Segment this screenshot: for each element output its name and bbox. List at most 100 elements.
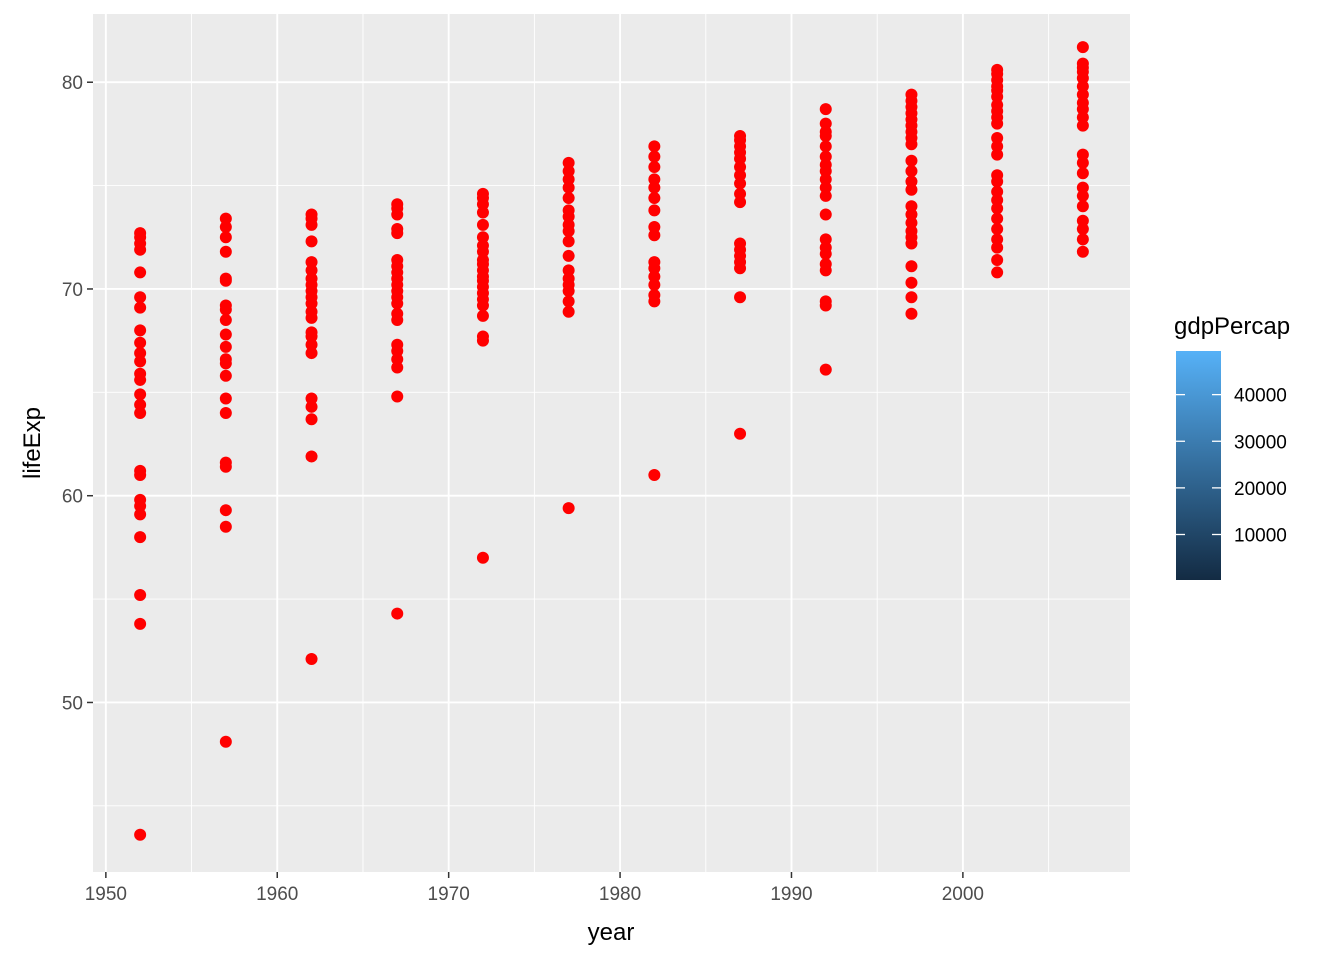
data-point <box>219 504 232 517</box>
data-point <box>562 165 575 178</box>
data-point <box>648 270 661 283</box>
data-point <box>734 129 747 142</box>
x-tick-label: 2000 <box>942 884 984 905</box>
data-point <box>134 266 147 279</box>
y-tick-label: 50 <box>62 693 83 714</box>
data-point <box>734 187 747 200</box>
data-point <box>134 336 147 349</box>
data-point <box>905 200 918 213</box>
data-point <box>1076 245 1089 258</box>
data-point <box>134 508 147 521</box>
data-point <box>562 156 575 169</box>
data-point <box>476 239 489 252</box>
data-point <box>991 63 1004 76</box>
data-point <box>562 173 575 186</box>
data-point <box>562 204 575 217</box>
data-point <box>648 181 661 194</box>
data-point <box>648 229 661 242</box>
data-point <box>991 194 1004 207</box>
data-point <box>219 212 232 225</box>
data-point <box>648 220 661 233</box>
data-point <box>819 150 832 163</box>
data-point <box>648 278 661 291</box>
data-point <box>648 150 661 163</box>
colorbar-tick-label: 40000 <box>1234 386 1287 407</box>
data-point <box>134 588 147 601</box>
data-point <box>905 88 918 101</box>
data-point <box>391 390 404 403</box>
y-tick-label: 60 <box>62 487 83 508</box>
data-point <box>391 361 404 374</box>
data-point <box>819 363 832 376</box>
data-point <box>1076 96 1089 109</box>
data-point <box>819 189 832 202</box>
data-point <box>819 241 832 254</box>
data-point <box>476 218 489 231</box>
data-point <box>991 212 1004 225</box>
data-point <box>476 254 489 267</box>
data-point <box>819 181 832 194</box>
data-point <box>305 347 318 360</box>
data-point <box>391 223 404 236</box>
data-point <box>305 264 318 277</box>
x-tick-label: 1960 <box>256 884 298 905</box>
data-point <box>562 305 575 318</box>
data-point <box>562 264 575 277</box>
data-point <box>1076 181 1089 194</box>
data-point <box>476 309 489 322</box>
data-point <box>562 502 575 515</box>
data-point <box>991 223 1004 236</box>
data-point <box>734 237 747 250</box>
data-point <box>134 301 147 314</box>
data-point <box>648 173 661 186</box>
data-point <box>134 227 147 240</box>
data-point <box>1076 214 1089 227</box>
data-point <box>819 173 832 186</box>
data-point <box>219 520 232 533</box>
data-point <box>991 266 1004 279</box>
data-point <box>305 272 318 285</box>
data-point <box>219 353 232 366</box>
data-point <box>305 208 318 221</box>
data-point <box>219 392 232 405</box>
data-point <box>905 208 918 221</box>
data-point <box>219 245 232 258</box>
colorbar <box>1176 351 1221 580</box>
data-point <box>562 249 575 262</box>
data-point <box>819 208 832 221</box>
data-point <box>562 181 575 194</box>
data-point <box>819 140 832 153</box>
data-point <box>134 355 147 368</box>
data-point <box>1076 111 1089 124</box>
data-point <box>476 330 489 343</box>
data-point <box>991 254 1004 267</box>
data-point <box>648 140 661 153</box>
scatter-points <box>134 41 1089 841</box>
data-point <box>905 154 918 167</box>
data-point <box>1076 167 1089 180</box>
data-point <box>391 607 404 620</box>
data-point <box>476 187 489 200</box>
legend: gdpPercap 10000 20000 30000 40000 <box>1174 313 1290 580</box>
x-axis-title: year <box>588 919 635 946</box>
data-point <box>1076 41 1089 54</box>
data-point <box>134 407 147 420</box>
minor-gridlines <box>93 14 1130 872</box>
data-point <box>391 338 404 351</box>
data-point <box>305 653 318 666</box>
data-point <box>991 169 1004 182</box>
data-point <box>562 192 575 205</box>
data-point <box>819 117 832 130</box>
data-point <box>1076 80 1089 93</box>
x-tick-label: 1980 <box>599 884 641 905</box>
data-point <box>1076 57 1089 70</box>
data-point <box>391 198 404 211</box>
y-tick-label: 80 <box>62 73 83 94</box>
data-point <box>219 735 232 748</box>
data-point <box>1076 200 1089 213</box>
data-point <box>991 98 1004 111</box>
data-point <box>734 427 747 440</box>
data-point <box>219 231 232 244</box>
data-point <box>305 326 318 339</box>
data-point <box>1076 233 1089 246</box>
